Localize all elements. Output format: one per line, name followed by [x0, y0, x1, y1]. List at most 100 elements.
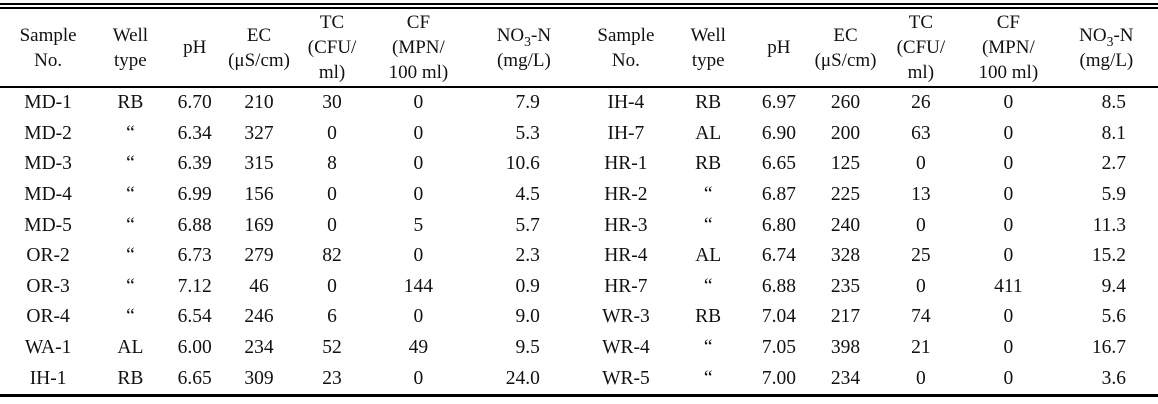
header-line: CF: [406, 12, 431, 33]
table-cell: 0: [413, 184, 424, 206]
table-row: IH-1 RB 6.65 309 23 0 24.0 WR-5 “ 7.00 234 0 0 3.6: [0, 363, 1158, 395]
table-row: OR-3 “ 7.12 46 0 144 0.9 HR-7 “ 6.88 235 0 411 9.4: [0, 272, 1158, 303]
table-row: OR-2 “ 6.73 279 82 0 2.3 HR-4 AL 6.74 328 25 0 15.2: [0, 241, 1158, 272]
table-cell: 328: [830, 245, 861, 267]
header-line: type: [691, 49, 725, 71]
table-cell: 398: [830, 337, 861, 359]
header-line: pH: [183, 37, 207, 58]
header-line: 100 ml): [978, 62, 1039, 83]
table-cell: “: [703, 275, 713, 297]
header-line: ml): [907, 62, 935, 83]
table-cell: 7.9: [515, 92, 540, 114]
table-cell: 0: [1003, 337, 1014, 359]
table-row: MD-2 “ 6.34 327 0 0 5.3 IH-7 AL 6.90 200 63 0 8.1: [0, 119, 1158, 150]
col-header-cf-left: CF (MPN/100 ml): [370, 6, 466, 88]
table-cell: 63: [911, 122, 931, 144]
table-cell: 0: [327, 275, 337, 297]
table-cell: 327: [244, 122, 274, 144]
table-cell: 279: [244, 245, 274, 267]
header-line: EC: [833, 24, 858, 46]
table-header: Sample No. Well type pH EC (μS/cm) TC (CFU/m…: [0, 6, 1158, 88]
table-cell: MD-4: [24, 184, 72, 206]
header-line: EC: [246, 24, 272, 46]
table-cell: 0: [1003, 367, 1014, 389]
table-cell: 240: [830, 214, 861, 236]
table-cell: “: [126, 275, 135, 297]
table-cell: 0: [1003, 306, 1014, 328]
table-cell: 0: [413, 122, 424, 144]
table-cell: 5.3: [515, 122, 540, 144]
table-cell: 6.00: [177, 337, 212, 359]
table-cell: 49: [408, 337, 429, 359]
table-cell: 8.5: [1101, 92, 1126, 114]
table-cell: WA-1: [24, 337, 72, 359]
col-header-sample-left: Sample No.: [0, 6, 97, 88]
table-cell: HR-4: [604, 245, 648, 267]
header-line: 100 ml): [388, 62, 449, 83]
table-cell: HR-2: [604, 184, 648, 206]
table-cell: 6.73: [177, 245, 212, 267]
table-cell: 6.70: [177, 92, 212, 114]
table-cell: IH-4: [607, 92, 645, 114]
table-cell: 25: [911, 245, 931, 267]
table-cell: 6.34: [177, 122, 212, 144]
table-cell: 6.39: [177, 153, 212, 175]
table-cell: 6.65: [761, 153, 796, 175]
header-line: pH: [767, 37, 791, 58]
table-cell: “: [126, 184, 135, 206]
table-cell: 21: [911, 337, 931, 359]
table-cell: 6.80: [761, 214, 796, 236]
header-line: TC: [908, 12, 933, 33]
table-cell: AL: [695, 245, 722, 267]
table-cell: 144: [403, 275, 434, 297]
table-cell: 6.87: [761, 184, 796, 206]
table-cell: 7.05: [761, 337, 796, 359]
header-line: CF: [996, 12, 1020, 33]
table-cell: AL: [695, 122, 722, 144]
table-cell: 4.5: [515, 184, 540, 206]
table-cell: 210: [244, 92, 274, 114]
table-row: OR-4 “ 6.54 246 6 0 9.0 WR-3 RB 7.04 217 74 0 5.6: [0, 302, 1158, 333]
table-cell: 6.88: [177, 214, 212, 236]
table-cell: 0: [1003, 92, 1014, 114]
col-header-tc-left: TC (CFU/ml): [293, 6, 371, 88]
col-header-no3n-right: NO3-N (mg/L): [1054, 6, 1158, 88]
table-cell: OR-3: [26, 275, 70, 297]
table-cell: “: [126, 153, 135, 175]
table-cell: 0: [915, 153, 926, 175]
header-line: (MPN/: [981, 37, 1035, 58]
table-cell: IH-1: [29, 367, 67, 389]
table-cell: 9.5: [515, 337, 540, 359]
table-cell: “: [126, 122, 135, 144]
table-cell: 0: [413, 245, 424, 267]
header-line: Sample: [19, 24, 77, 46]
table-cell: RB: [695, 153, 722, 175]
header-line: No.: [34, 49, 63, 71]
table-cell: 8: [327, 153, 337, 175]
table-cell: 7.00: [761, 367, 796, 389]
table-cell: 0: [413, 367, 424, 389]
table-cell: “: [126, 214, 135, 236]
table-cell: OR-2: [26, 245, 70, 267]
table-cell: 5.6: [1101, 306, 1126, 328]
header-line: Well: [690, 24, 726, 46]
table-cell: 0: [1003, 153, 1014, 175]
table-cell: 16.7: [1091, 337, 1126, 359]
table-cell: 234: [244, 337, 274, 359]
table-cell: 9.0: [515, 306, 540, 328]
col-header-welltype-right: Well type: [669, 6, 747, 88]
col-header-welltype-left: Well type: [96, 6, 165, 88]
table-cell: MD-1: [24, 92, 72, 114]
table-cell: 15.2: [1091, 245, 1126, 267]
table-cell: 30: [322, 92, 342, 114]
table-cell: 0: [413, 92, 424, 114]
table-cell: 6: [327, 306, 337, 328]
table-cell: “: [703, 214, 713, 236]
header-line: TC: [319, 12, 345, 33]
table-cell: 156: [244, 184, 274, 206]
table-cell: 0: [1003, 214, 1014, 236]
header-line: (μS/cm): [814, 49, 877, 71]
table-cell: “: [703, 337, 713, 359]
table-cell: 11.3: [1092, 214, 1126, 236]
table-cell: 200: [830, 122, 861, 144]
